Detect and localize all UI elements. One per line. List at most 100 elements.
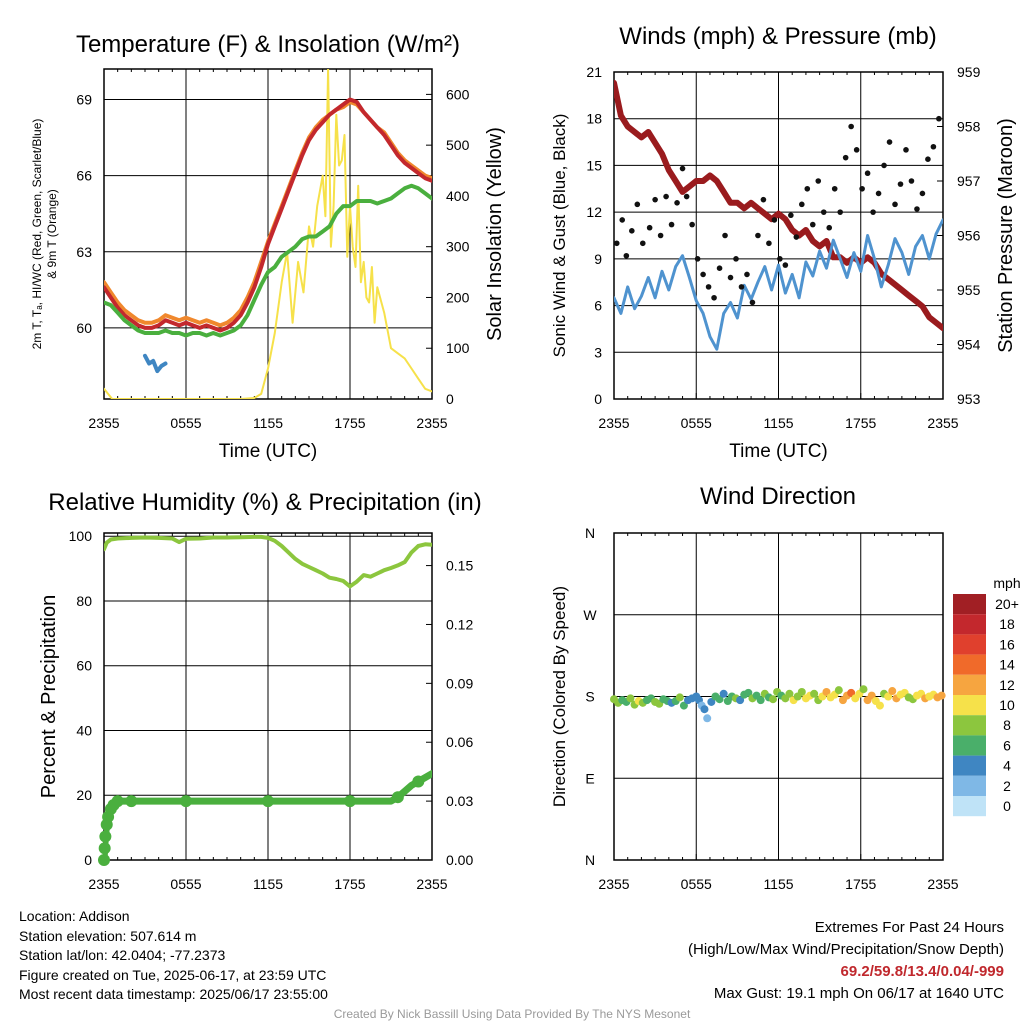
direction-point <box>822 687 831 696</box>
gust-point <box>793 234 800 240</box>
direction-point <box>707 697 716 706</box>
y2-tick-label-rh: 0.00 <box>446 852 473 868</box>
extremes-values: 69.2/59.8/13.4/0.04/-999 <box>840 963 1004 980</box>
y-axis-label-dir: Direction (Colored By Speed) <box>550 586 569 807</box>
y2-tick-label-temp: 600 <box>446 86 470 102</box>
gust-point <box>914 206 920 212</box>
y-tick-label-rh: 80 <box>76 593 92 609</box>
y2-axis-label-temp: Solar Insolation (Yellow) <box>484 127 506 341</box>
direction-point <box>756 696 765 705</box>
x-tick-label-rh: 1755 <box>334 876 365 892</box>
y2-tick-label-wind: 954 <box>957 337 981 353</box>
gust-point <box>722 232 728 239</box>
gust-point <box>837 209 843 215</box>
x-tick-label-dir: 1155 <box>763 876 793 892</box>
x-tick-label-dir: 0555 <box>681 876 712 892</box>
series-line-2m-td <box>104 183 432 338</box>
y-tick-label-dir: N <box>585 525 595 541</box>
y-tick-label-rh: 0 <box>84 852 92 868</box>
y-tick-label-dir: N <box>585 852 595 868</box>
station-info: Location: Addison Station elevation: 507… <box>19 907 328 1005</box>
x-axis-label-wind: Time (UTC) <box>729 441 828 462</box>
gust-point <box>864 170 871 177</box>
series-line-sonic-wind <box>614 218 943 351</box>
gust-point <box>657 232 664 239</box>
chart-title-rh: Relative Humidity (%) & Precipitation (i… <box>48 489 481 516</box>
gust-point <box>919 190 926 197</box>
gust-point <box>897 181 904 187</box>
gust-point <box>870 209 876 215</box>
precip-point <box>125 795 138 808</box>
gust-point <box>679 165 686 172</box>
y-tick-label-temp: 69 <box>76 91 92 107</box>
series-line-2m-t <box>104 97 432 333</box>
gust-point <box>815 178 822 184</box>
gust-point <box>875 190 882 197</box>
gust-point <box>639 240 646 247</box>
direction-point <box>675 693 684 702</box>
x-tick-label-dir: 1755 <box>845 876 876 892</box>
legend-swatch <box>953 755 986 776</box>
gust-point <box>629 228 635 234</box>
y-tick-label-wind: 0 <box>594 391 602 407</box>
legend-label: 20+ <box>995 596 1019 612</box>
series-line-relative-humidity <box>104 534 432 589</box>
legend-label: 18 <box>999 616 1015 632</box>
legend-label: 8 <box>1003 717 1011 733</box>
y2-tick-label-wind: 958 <box>957 119 981 135</box>
y-axis-label-temp: & 9m T (Orange) <box>45 189 59 279</box>
y-tick-label-dir: E <box>585 770 594 786</box>
gust-point <box>859 185 865 192</box>
legend-swatch <box>953 695 986 716</box>
gust-point <box>623 252 630 259</box>
direction-point <box>703 714 712 723</box>
y-tick-label-dir: S <box>585 689 594 705</box>
gust-point <box>771 217 778 223</box>
x-tick-label-rh: 2355 <box>88 876 119 892</box>
gust-point <box>613 240 620 247</box>
gust-point <box>908 178 915 184</box>
precip-point <box>180 795 192 808</box>
legend-swatch <box>953 735 986 756</box>
y2-tick-label-wind: 956 <box>957 228 981 244</box>
y-tick-label-rh: 100 <box>69 528 93 544</box>
x-tick-label-wind: 2355 <box>927 415 958 431</box>
direction-point <box>797 687 806 696</box>
y-axis-label-rh: Percent & Precipitation <box>38 595 60 798</box>
legend-swatch <box>953 775 986 796</box>
y-tick-label-temp: 60 <box>76 320 92 336</box>
y-tick-label-rh: 40 <box>76 722 92 738</box>
gust-point <box>820 209 827 215</box>
gust-point <box>711 294 717 301</box>
gust-point <box>782 262 789 268</box>
y-tick-label-temp: 66 <box>76 168 92 184</box>
precip-point <box>412 775 425 788</box>
y-tick-label-temp: 63 <box>76 244 92 260</box>
legend-swatch <box>953 634 986 655</box>
legend-swatch <box>953 654 986 675</box>
y2-tick-label-wind: 957 <box>957 173 981 189</box>
chart-title-temp: Temperature (F) & Insolation (W/m²) <box>76 31 460 58</box>
y-tick-label-rh: 20 <box>76 787 92 803</box>
precip-point <box>391 791 404 804</box>
precip-point <box>99 830 112 843</box>
gust-point <box>804 185 811 192</box>
series-line-solar-insolation <box>104 69 432 399</box>
x-tick-label-temp: 1755 <box>334 415 365 431</box>
legend-label: 14 <box>999 657 1015 673</box>
extremes-subheading: (High/Low/Max Wind/Precipitation/Snow De… <box>688 941 1004 958</box>
direction-point <box>875 701 884 710</box>
extremes-heading: Extremes For Past 24 Hours <box>814 919 1004 936</box>
x-tick-label-rh: 1155 <box>253 876 283 892</box>
y-axis-label-temp: 2m T, Tₐ, HI/WC (Red, Green, Scarlet/Blu… <box>30 119 44 350</box>
y2-tick-label-wind: 959 <box>957 64 981 80</box>
legend-label: 10 <box>999 697 1015 713</box>
x-tick-label-wind: 1755 <box>845 415 876 431</box>
precip-point <box>98 842 111 855</box>
figure-created: Figure created on Tue, 2025-06-17, at 23… <box>19 966 327 983</box>
x-tick-label-wind: 1155 <box>763 415 793 431</box>
gust-point <box>738 284 745 290</box>
x-tick-label-temp: 1155 <box>253 415 283 431</box>
direction-point <box>715 695 724 704</box>
x-tick-label-temp: 0555 <box>170 415 201 431</box>
